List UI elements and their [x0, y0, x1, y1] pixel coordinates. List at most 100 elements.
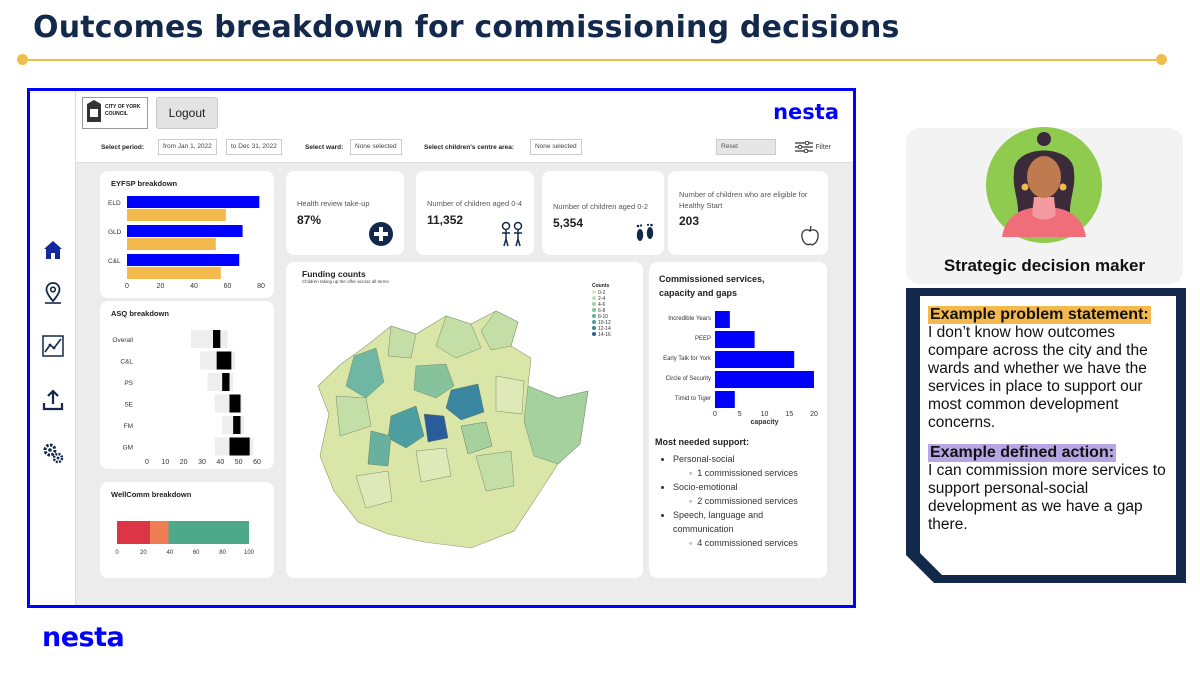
filter-button[interactable]: Filter [795, 140, 831, 154]
tick-label: 20 [140, 550, 147, 556]
eyfsp-card: EYFSP breakdown ELD GLD C&L 0 20 40 60 80 [100, 171, 274, 298]
bar [127, 254, 240, 266]
plus-cross-icon [369, 222, 393, 246]
category-label: Incredible Years [668, 316, 711, 322]
category-label: PS [124, 380, 133, 387]
wellcomm-card: WellComm breakdown 0 20 40 60 80 100 [100, 482, 274, 578]
support-count-text: 4 commissioned services [697, 538, 798, 548]
legend-swatch [592, 308, 596, 312]
dashboard-screenshot: CITY OF YORK COUNCIL Logout nesta Select… [27, 88, 856, 608]
marker-bar [233, 416, 241, 434]
category-label: SE [124, 402, 133, 409]
ward-select[interactable]: None selected [350, 139, 402, 155]
tick-label: 80 [219, 550, 226, 556]
centre-area-label: Select children's centre area: [424, 144, 515, 151]
marker-bar [229, 394, 241, 413]
support-area: Speech, language and communication [673, 510, 764, 534]
support-title: Most needed support: [655, 437, 749, 447]
sidebar [30, 91, 76, 605]
legend-label: 6-8 [598, 308, 606, 314]
tick-label: 60 [253, 459, 261, 466]
category-label: C&L [120, 359, 133, 366]
centre-area-select[interactable]: None selected [530, 139, 582, 155]
category-label: Early Talk for York [663, 356, 712, 362]
kpi-value: 87% [297, 213, 322, 227]
action-heading: Example defined action: [930, 444, 1115, 461]
eyfsp-title: EYFSP breakdown [111, 179, 178, 188]
support-area: Personal-social [673, 454, 735, 464]
divider-dot-left [17, 54, 28, 65]
persona-card [906, 127, 1183, 284]
stacked-segment [117, 521, 150, 544]
council-logo: CITY OF YORK COUNCIL [82, 97, 148, 129]
asq-card: ASQ breakdown Overall C&L PS SE FM GM 0 10 20 30 4… [100, 301, 274, 469]
legend-item: 6-8 [592, 308, 611, 314]
analytics-icon[interactable] [41, 334, 65, 358]
bar [715, 391, 735, 408]
apple-icon [801, 225, 819, 246]
wellcomm-chart: 0 20 40 60 80 100 [115, 521, 255, 556]
footer-nesta-logo: nesta [42, 622, 125, 653]
kpi-value: 5,354 [553, 216, 584, 230]
legend-item: 0-2 [592, 290, 611, 296]
category-label: Overall [112, 337, 133, 344]
kpi-label: Number of children who are eligible for … [679, 190, 808, 210]
map-pin-icon[interactable] [41, 281, 65, 305]
period-to-input[interactable]: to Dec 31, 2022 [226, 139, 282, 155]
legend-label: 14-16 [598, 332, 611, 338]
council-logo-text: CITY OF YORK COUNCIL [105, 104, 141, 117]
bar [127, 225, 243, 237]
tick-label: 10 [161, 459, 169, 466]
bar [127, 209, 226, 221]
logout-button[interactable]: Logout [156, 97, 218, 129]
kpi-label: Number of children aged 0-2 [553, 202, 649, 211]
tick-label: 20 [157, 283, 165, 290]
services-title: Commissioned services, capacity and gaps [659, 274, 765, 298]
action-text: I can commission more services to suppor… [928, 462, 1166, 533]
legend-label: 8-10 [598, 314, 609, 320]
wellcomm-title: WellComm breakdown [111, 490, 192, 499]
category-label: ELD [108, 200, 121, 207]
bar [715, 331, 755, 348]
period-from-input[interactable]: from Jan 1, 2022 [158, 139, 217, 155]
legend-swatch [592, 302, 596, 306]
reset-button[interactable]: Reset [716, 139, 776, 155]
period-label: Select period: [101, 144, 144, 151]
legend-item: 12-14 [592, 326, 611, 332]
map-title: Funding counts [302, 269, 366, 279]
tick-label: 30 [198, 459, 206, 466]
support-count: ◦ 1 commissioned services [689, 468, 798, 478]
ward-choropleth-map[interactable] [296, 286, 596, 556]
marker-bar [222, 373, 230, 391]
settings-icon[interactable] [41, 441, 65, 465]
home-icon[interactable] [41, 238, 65, 262]
slide-title: Outcomes breakdown for commissioning dec… [33, 10, 900, 45]
dashboard-header: CITY OF YORK COUNCIL Logout nesta [76, 91, 853, 133]
map-legend: 0-2 2-4 4-6 6-8 8-10 10-12 12-14 14-16 [592, 290, 611, 338]
stacked-segment [168, 521, 249, 544]
filter-icon [795, 140, 814, 154]
legend-swatch [592, 326, 596, 330]
support-item: Personal-social ◦ 1 commissioned services [673, 452, 823, 480]
stacked-segment [150, 521, 169, 544]
upload-icon[interactable] [41, 388, 65, 412]
map-subtitle: Children taking up the offer across all … [302, 279, 389, 284]
tick-label: 0 [145, 459, 149, 466]
children-icon [501, 221, 523, 247]
filter-label: Filter [815, 143, 831, 151]
support-count-text: 1 commissioned services [697, 468, 798, 478]
legend-swatch [592, 296, 596, 300]
marker-bar [229, 437, 250, 456]
tick-label: 0 [713, 411, 717, 418]
range-bar [222, 416, 245, 434]
divider-dot-right [1156, 54, 1167, 65]
legend-swatch [592, 290, 596, 294]
tick-label: 0 [115, 550, 119, 556]
footprints-icon [636, 223, 654, 241]
marker-bar [216, 351, 232, 370]
support-item: Socio-emotional ◦ 2 commissioned services [673, 480, 823, 508]
tick-label: 20 [180, 459, 188, 466]
support-count: ◦ 2 commissioned services [689, 496, 798, 506]
legend-swatch [592, 314, 596, 318]
bar [127, 196, 260, 208]
